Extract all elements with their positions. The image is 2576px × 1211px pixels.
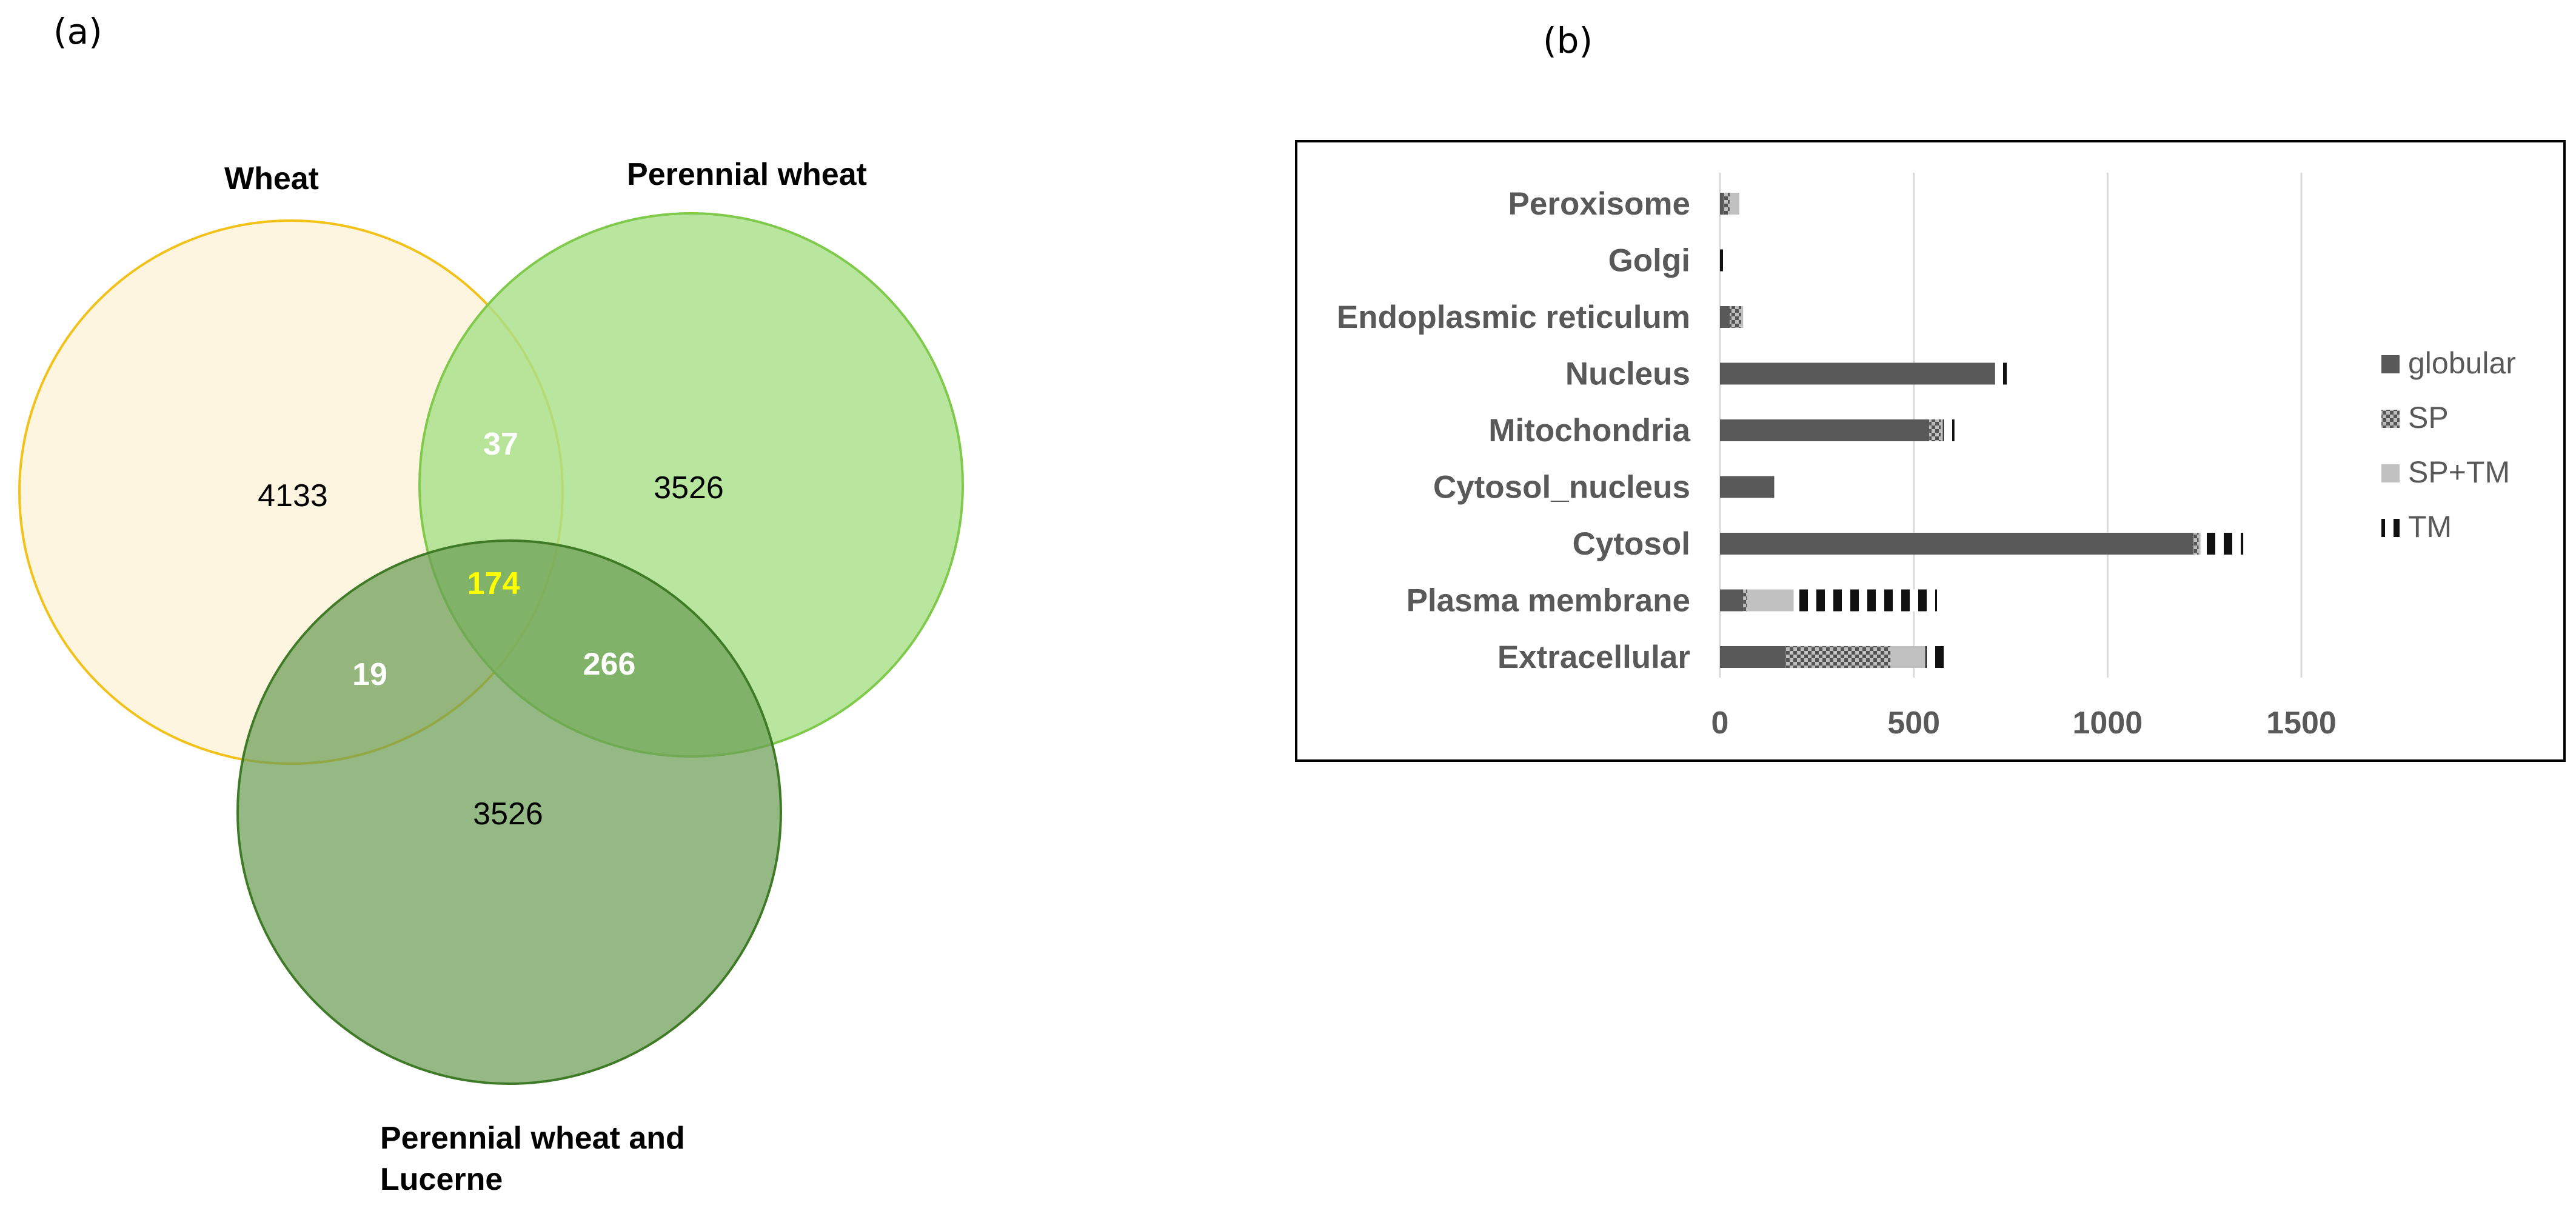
- category-label-nucleus: Nucleus: [1565, 356, 1690, 392]
- legend-swatch-sp: [2381, 410, 2400, 428]
- bar-plasma-membrane-sp: [1743, 589, 1747, 612]
- bar-peroxisome-sp: [1724, 193, 1730, 215]
- count-pwl-only: 3526: [473, 796, 543, 832]
- legend-label-globular: globular: [2408, 346, 2516, 380]
- count-wheat-pwl: 19: [352, 657, 387, 692]
- bar-cytosol-sp-plus-tm: [2198, 533, 2201, 555]
- bar-mitochondria-sp-plus-tm: [1941, 419, 1943, 441]
- bar-endoplasmic-reticulum-globular: [1720, 306, 1730, 328]
- legend-label-sp-plus-tm: SP+TM: [2408, 455, 2510, 489]
- tick-label-0: 0: [1711, 706, 1729, 741]
- tick-label-1000: 1000: [2072, 706, 2143, 741]
- bars: [1720, 193, 2244, 668]
- set-label-pwl-line2: Lucerne: [380, 1162, 503, 1197]
- bar-mitochondria-globular: [1720, 419, 1930, 441]
- bar-extracellular-globular: [1720, 646, 1786, 668]
- legend: globular SP SP+TM TM: [2381, 346, 2516, 544]
- bar-cytosol-sp: [2192, 533, 2199, 555]
- count-perennial-only: 3526: [654, 470, 724, 505]
- bar-extracellular-tm: [1925, 646, 1949, 668]
- category-label-cytosol-nucleus: Cytosol_nucleus: [1433, 470, 1690, 505]
- legend-swatch-tm: [2381, 519, 2400, 537]
- bar-mitochondria-sp: [1929, 419, 1941, 441]
- category-label-mitochondria: Mitochondria: [1488, 413, 1690, 449]
- category-label-extracellular: Extracellular: [1497, 639, 1690, 675]
- category-label-golgi: Golgi: [1608, 243, 1690, 279]
- category-label-peroxisome: Peroxisome: [1508, 186, 1690, 222]
- bar-endoplasmic-reticulum-tm: [1743, 306, 1747, 328]
- legend-swatch-sp-plus-tm: [2381, 464, 2400, 482]
- bar-cytosol-globular: [1720, 533, 2193, 555]
- bar-extracellular-sp-plus-tm: [1890, 646, 1925, 668]
- venn-circle-perennial-wheat-lucerne: [236, 539, 782, 1085]
- category-label-endoplasmic-reticulum: Endoplasmic reticulum: [1337, 299, 1690, 335]
- venn-diagram: (a) Wheat Perennial wheat Perennial whea…: [18, 11, 964, 1197]
- count-perennial-pwl: 266: [583, 647, 636, 682]
- bar-chart: (b) Peroxisome Golgi Endoplasmic reticulum…: [1295, 20, 2566, 762]
- bar-plasma-membrane-globular: [1720, 589, 1744, 612]
- count-all-three: 174: [467, 566, 520, 601]
- bar-endoplasmic-reticulum-sp: [1729, 306, 1742, 328]
- legend-swatch-globular: [2381, 355, 2400, 373]
- set-label-perennial-wheat: Perennial wheat: [627, 157, 867, 192]
- bar-nucleus-tm: [1995, 362, 2007, 385]
- bar-peroxisome-sp-plus-tm: [1729, 193, 1739, 215]
- bar-cytosol-nucleus-globular: [1720, 476, 1775, 498]
- set-label-wheat: Wheat: [224, 161, 319, 196]
- count-wheat-only: 4133: [258, 478, 328, 513]
- bar-endoplasmic-reticulum-sp-plus-tm: [1741, 306, 1744, 328]
- count-wheat-perennial: 37: [483, 427, 518, 462]
- tick-labels: 0 500 1000 1500: [1711, 706, 2337, 741]
- category-label-plasma-membrane: Plasma membrane: [1407, 583, 1690, 619]
- bar-plasma-membrane-sp-plus-tm: [1747, 589, 1794, 612]
- bar-cytosol-nucleus-tm: [1774, 476, 1776, 498]
- category-labels: Peroxisome Golgi Endoplasmic reticulum Nucl…: [1337, 186, 1691, 675]
- bar-peroxisome-globular: [1720, 193, 1724, 215]
- category-label-cytosol: Cytosol: [1573, 526, 1690, 562]
- legend-label-tm: TM: [2408, 510, 2452, 544]
- set-label-pwl-line1: Perennial wheat and: [380, 1121, 685, 1156]
- panel-label-b: (b): [1543, 20, 1593, 61]
- legend-label-sp: SP: [2408, 401, 2449, 435]
- bar-plasma-membrane-tm: [1793, 589, 1938, 612]
- bar-golgi-tm: [1720, 249, 1724, 272]
- tick-label-500: 500: [1887, 706, 1940, 741]
- bar-extracellular-sp: [1785, 646, 1891, 668]
- bar-nucleus-globular: [1720, 362, 1995, 385]
- panel-label-a: (a): [53, 11, 102, 52]
- tick-label-1500: 1500: [2266, 706, 2337, 741]
- bar-cytosol-tm: [2200, 533, 2244, 555]
- bar-mitochondria-tm: [1942, 419, 1955, 441]
